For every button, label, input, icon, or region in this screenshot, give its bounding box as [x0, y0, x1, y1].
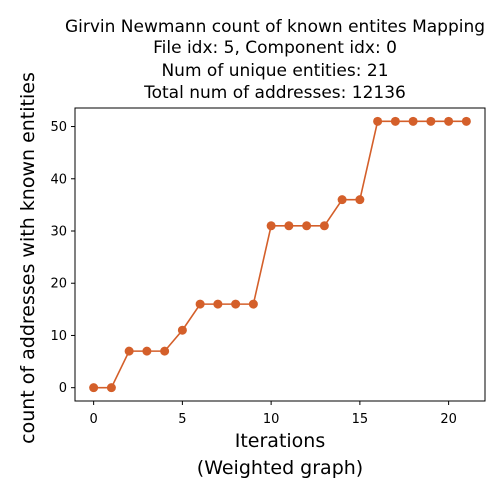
data-point-11 — [284, 221, 293, 230]
data-point-6 — [196, 300, 205, 309]
y-axis-label: count of addresses with known entities — [17, 72, 39, 444]
y-tick-label-0: 0 — [59, 381, 67, 396]
data-point-9 — [249, 300, 258, 309]
data-point-10 — [267, 221, 276, 230]
data-point-16 — [373, 117, 382, 126]
y-tick-label-4: 40 — [50, 172, 67, 187]
data-point-2 — [125, 347, 134, 356]
series-points — [89, 117, 471, 392]
x-tick-label-3: 15 — [352, 412, 369, 427]
x-tick-label-0: 0 — [89, 412, 97, 427]
y-tick-label-1: 10 — [50, 329, 67, 344]
data-point-20 — [444, 117, 453, 126]
x-tick-label-2: 10 — [263, 412, 280, 427]
y-tick-label-2: 20 — [50, 277, 67, 292]
chart-title-line-4: Total num of addresses: 12136 — [0, 83, 500, 104]
x-axis-label-line-1: Iterations — [75, 429, 485, 453]
data-point-21 — [462, 117, 471, 126]
data-point-0 — [89, 383, 98, 392]
data-point-19 — [426, 117, 435, 126]
axis-ticks: 0 5 10 15 20 0 10 20 30 40 50 — [50, 120, 456, 427]
plot-area — [75, 108, 485, 401]
y-tick-label-3: 30 — [50, 224, 67, 239]
x-tick-label-4: 20 — [440, 412, 457, 427]
data-point-12 — [302, 221, 311, 230]
data-point-15 — [355, 195, 364, 204]
y-tick-label-5: 50 — [50, 120, 67, 135]
data-point-13 — [320, 221, 329, 230]
data-point-14 — [338, 195, 347, 204]
chart-title-line-2: File idx: 5, Component idx: 0 — [0, 38, 500, 59]
data-point-4 — [160, 347, 169, 356]
data-point-8 — [231, 300, 240, 309]
x-tick-label-1: 5 — [178, 412, 186, 427]
x-axis-label-line-2: (Weighted graph) — [75, 456, 485, 480]
data-point-7 — [213, 300, 222, 309]
chart-title-line-3: Num of unique entities: 21 — [0, 61, 500, 82]
data-point-5 — [178, 326, 187, 335]
data-point-17 — [391, 117, 400, 126]
data-point-3 — [142, 347, 151, 356]
chart-title-line-1: Girvin Newmann count of known entites Ma… — [0, 17, 500, 38]
data-point-1 — [107, 383, 116, 392]
data-point-18 — [409, 117, 418, 126]
